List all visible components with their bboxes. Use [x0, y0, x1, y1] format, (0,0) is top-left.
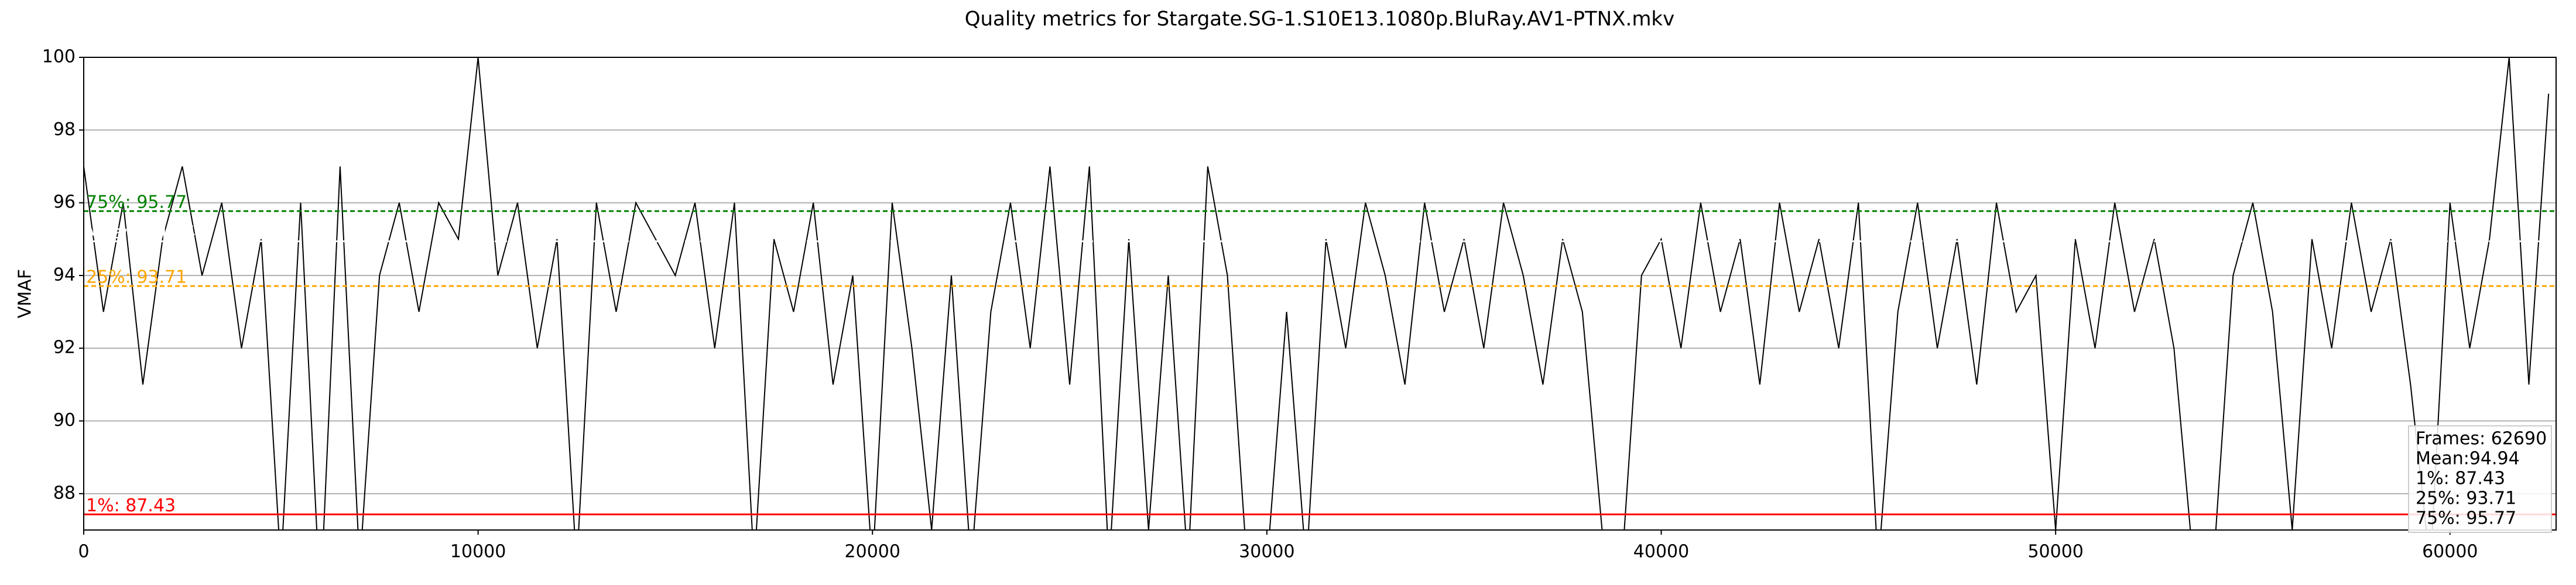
y-tick-label: 88: [53, 483, 76, 503]
y-tick-label: 96: [53, 192, 76, 212]
chart-title: Quality metrics for Stargate.SG-1.S10E13…: [965, 8, 1675, 31]
x-tick-label: 20000: [845, 542, 900, 562]
plot-frame: [83, 57, 2557, 531]
reference-label: 25%: 93.71: [86, 267, 187, 287]
stats-text: Frames: 62690: [2416, 429, 2547, 449]
plot-area: [84, 57, 2556, 530]
y-tick-label: 100: [42, 47, 76, 67]
stats-text: 75%: 95.77: [2416, 508, 2516, 529]
x-tick-label: 50000: [2027, 542, 2083, 562]
stats-text: 1%: 87.43: [2416, 469, 2505, 489]
stats-box: [2408, 425, 2552, 533]
y-axis-label: VMAF: [15, 269, 36, 318]
y-tick-label: 92: [53, 338, 76, 358]
y-tick-label: 90: [53, 410, 76, 431]
x-tick-label: 60000: [2422, 542, 2478, 562]
x-tick-label: 30000: [1239, 542, 1294, 562]
x-tick-label: 40000: [1633, 542, 1689, 562]
reference-label: 75%: 95.77: [86, 192, 187, 212]
data-line: [84, 57, 2550, 530]
stats-text: 25%: 93.71: [2416, 488, 2516, 509]
y-tick-label: 94: [53, 264, 76, 285]
y-tick-label: 98: [53, 119, 76, 140]
reference-label: 1%: 87.43: [86, 495, 176, 516]
reference-label: Mean: 94.94: [86, 222, 196, 243]
stats-text: Mean:94.94: [2416, 449, 2520, 469]
x-tick-label: 10000: [450, 542, 506, 562]
x-tick-label: 0: [78, 542, 89, 562]
